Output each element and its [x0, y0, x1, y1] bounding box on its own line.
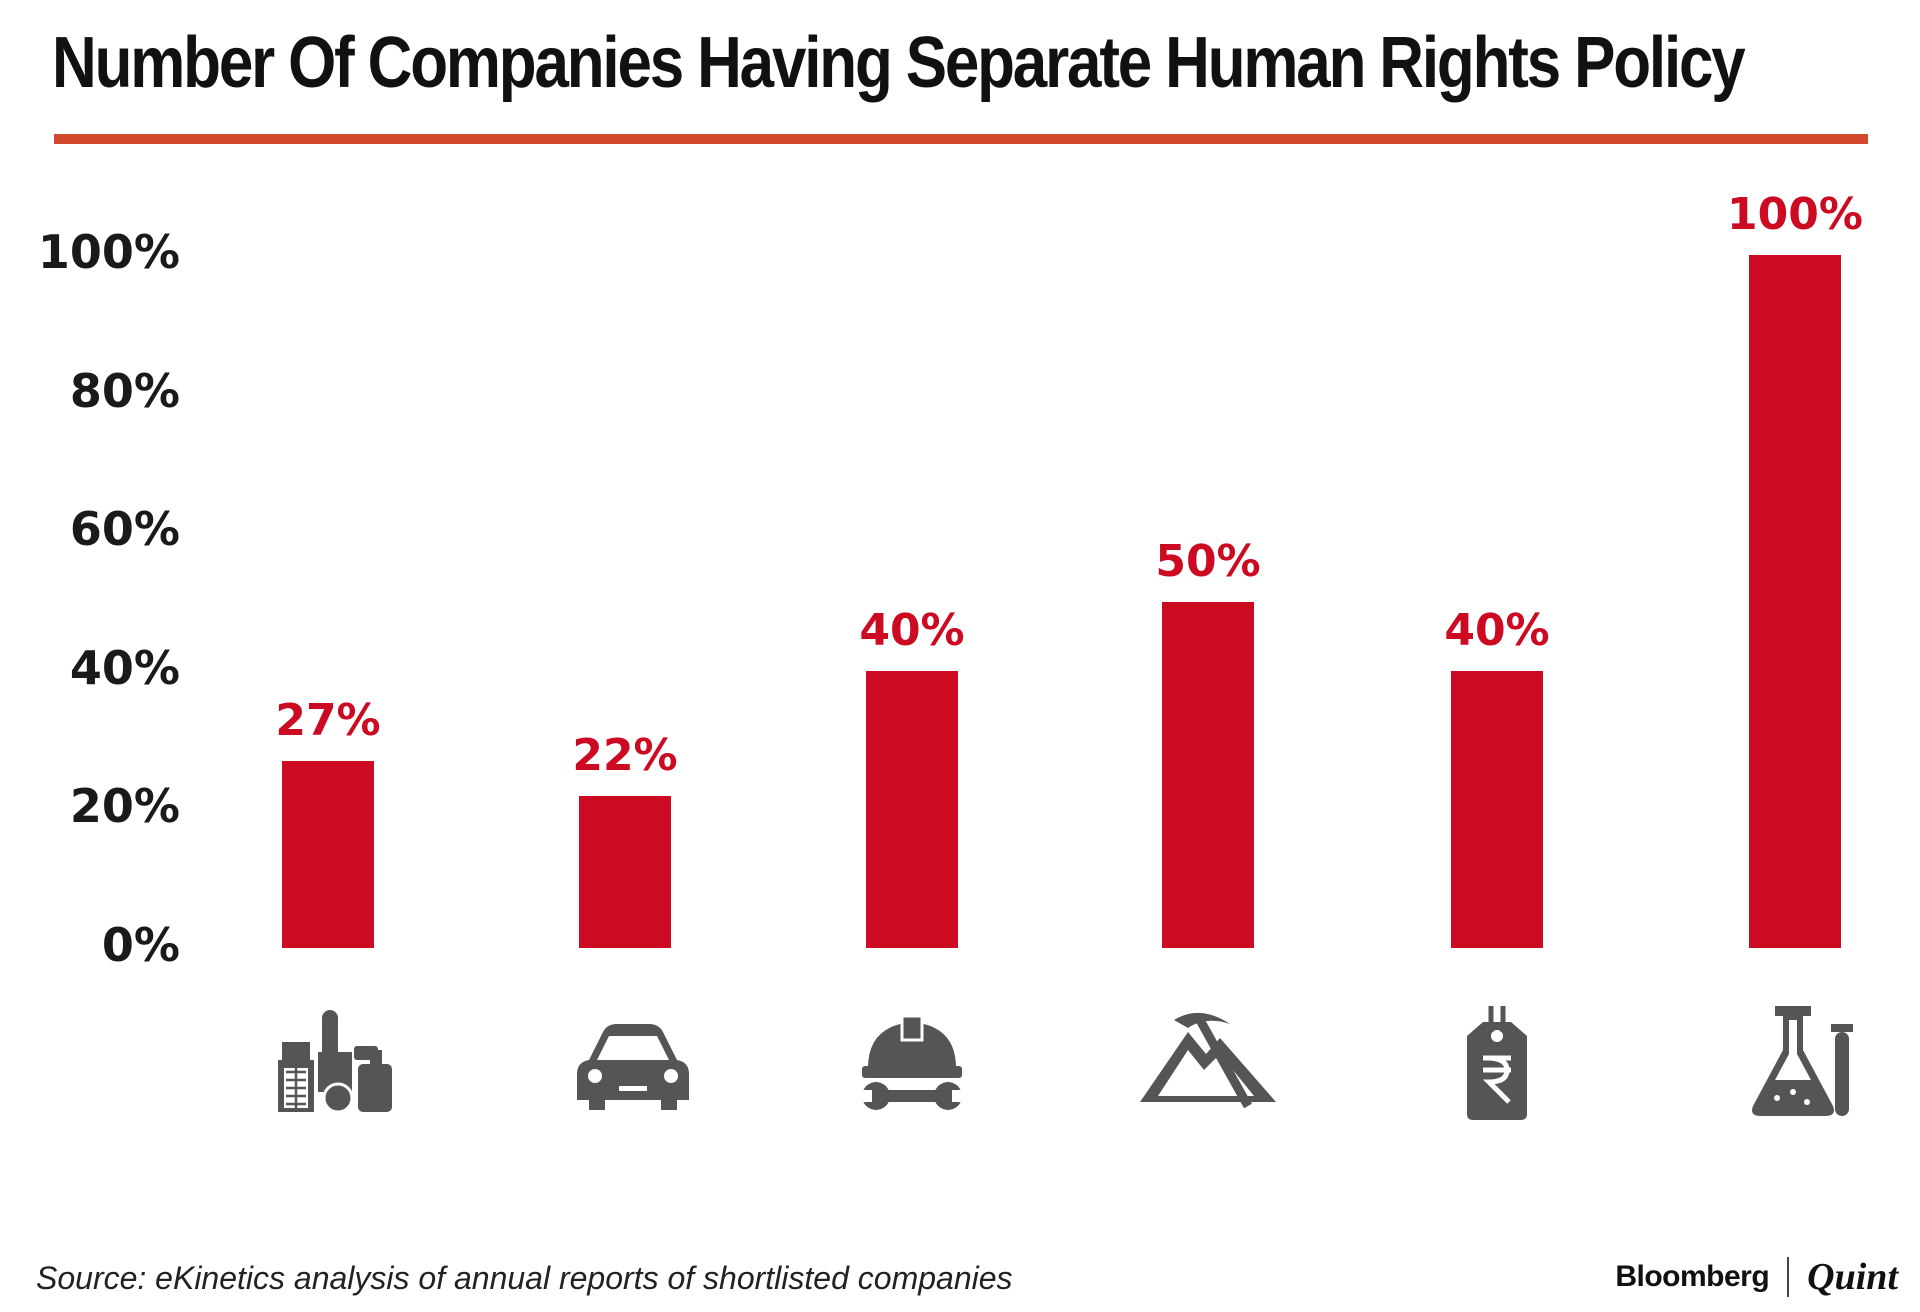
- data-label: 40%: [859, 604, 965, 656]
- bar: [1749, 255, 1841, 948]
- data-label: 22%: [572, 729, 678, 781]
- price-tag-rupee-icon: [1422, 1000, 1572, 1130]
- y-tick-label: 40%: [69, 640, 180, 695]
- manufacturing-icon: [253, 1000, 403, 1130]
- y-tick-label: 80%: [69, 363, 180, 418]
- chart-title: Number Of Companies Having Separate Huma…: [52, 23, 1746, 103]
- mining-icon: [1133, 1000, 1283, 1130]
- y-tick-label: 60%: [69, 502, 180, 557]
- source-note: Source: eKinetics analysis of annual rep…: [36, 1260, 1013, 1296]
- brand-bloomberg: Bloomberg: [1615, 1260, 1770, 1293]
- data-label: 27%: [275, 694, 381, 746]
- y-tick-label: 0%: [101, 918, 180, 972]
- title-underline: [54, 134, 1868, 144]
- lab-flask-icon: [1720, 1000, 1870, 1130]
- brand-divider: [1787, 1257, 1790, 1297]
- data-label: 50%: [1155, 535, 1261, 587]
- data-label: 40%: [1444, 604, 1550, 656]
- brand-logo: Bloomberg Quint: [1615, 1255, 1898, 1299]
- car-icon: [550, 1000, 700, 1130]
- bar: [282, 760, 374, 948]
- data-label: 100%: [1727, 189, 1863, 240]
- y-tick-label: 100%: [37, 225, 180, 279]
- bar: [866, 670, 958, 948]
- bar: [579, 795, 671, 948]
- brand-quint: Quint: [1807, 1256, 1898, 1298]
- hardhat-wrench-icon: [837, 1000, 987, 1130]
- y-tick-label: 20%: [69, 779, 180, 834]
- bar: [1162, 601, 1254, 948]
- bar: [1451, 670, 1543, 948]
